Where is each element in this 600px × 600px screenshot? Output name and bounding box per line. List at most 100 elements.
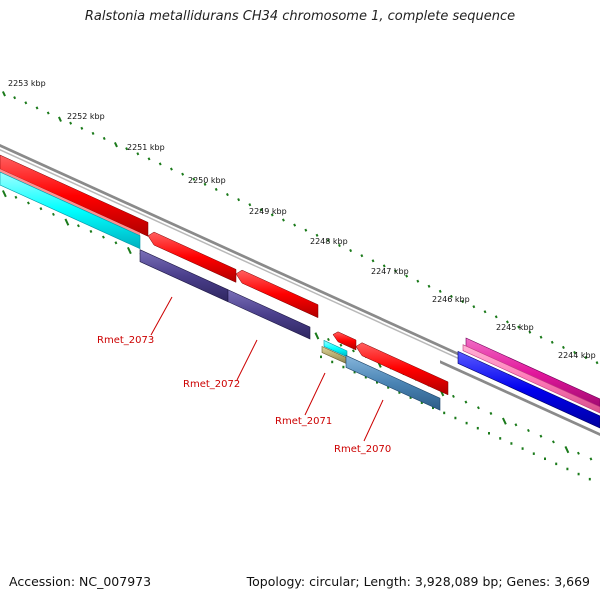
tick-label: 2252 kbp: [67, 112, 105, 121]
scale-tick: [14, 195, 18, 199]
scale-tick: [416, 279, 420, 283]
scale-tick: [450, 294, 453, 299]
scale-tick: [505, 320, 509, 324]
scale-tick: [489, 411, 493, 415]
scale-tick: [472, 305, 476, 309]
scale-tick: [353, 370, 356, 374]
scale-tick: [52, 212, 55, 216]
scale-tick: [573, 350, 577, 355]
leader-line: [236, 339, 258, 381]
scale-tick: [114, 142, 118, 148]
scale-tick: [270, 213, 274, 217]
scale-tick: [46, 111, 50, 115]
scale-tick: [181, 172, 185, 176]
backbone-line-upper: [0, 144, 600, 420]
scale-tick: [584, 356, 588, 360]
scale-tick: [438, 289, 442, 293]
scale-tick: [352, 349, 355, 353]
scale-tick: [577, 451, 580, 455]
scale-tick: [405, 274, 409, 278]
label-leader-lines: [150, 296, 384, 442]
scale-tick: [360, 254, 364, 258]
scale-tick: [452, 394, 455, 398]
backbone-line-highlight: [0, 149, 600, 424]
scale-tick: [282, 218, 285, 222]
scale-tick: [293, 223, 297, 227]
cds-block-pink: [462, 344, 600, 414]
scale-tick: [562, 345, 565, 349]
scale-tick: [526, 428, 530, 433]
scale-tick: [564, 446, 570, 454]
scale-tick: [550, 340, 554, 344]
scale-tick: [476, 426, 479, 430]
cds-block-magenta: [465, 337, 600, 409]
scale-tick: [476, 406, 480, 410]
scale-tick: [394, 269, 397, 273]
scale-tick: [342, 365, 345, 369]
scale-tick: [382, 264, 386, 268]
scale-tick: [566, 467, 569, 471]
scale-tick: [69, 121, 73, 125]
scale-tick: [203, 182, 207, 186]
scale-tick: [102, 136, 106, 141]
scale-tick: [226, 192, 229, 197]
tick-label: 2247 kbp: [371, 267, 409, 276]
scale-tick: [314, 332, 320, 340]
scale-tick: [502, 417, 507, 425]
scale-tick: [443, 411, 446, 415]
scale-tick: [77, 224, 80, 228]
scale-tick: [398, 391, 401, 394]
scale-tick: [349, 249, 353, 253]
scale-tick: [259, 208, 263, 212]
cog-block-steel: [345, 354, 441, 411]
scale-tick: [371, 259, 375, 263]
scale-tick: [464, 400, 468, 404]
summary-text: Topology: circular; Length: 3,928,089 bp…: [246, 574, 590, 589]
cds-block: [332, 331, 357, 351]
scale-tick: [499, 437, 502, 440]
scale-tick: [588, 477, 591, 481]
cog-block-purple: [227, 289, 311, 340]
feature-tracks: [0, 144, 600, 436]
tick-label: 2245 kbp: [496, 323, 534, 332]
scale-tick: [39, 207, 43, 211]
scale-tick: [192, 177, 196, 181]
leader-line: [363, 399, 384, 442]
scale-tick: [1, 190, 7, 198]
scale-tick: [483, 310, 487, 314]
cds-shadow: [0, 169, 140, 236]
rna-block: [0, 171, 141, 250]
scale-tick: [136, 152, 140, 156]
backbone-spacer: [0, 145, 600, 418]
scale-tick: [13, 96, 17, 100]
scale-tick: [555, 462, 558, 466]
scale-tick: [125, 147, 129, 151]
scale-tick: [364, 375, 367, 379]
scale-tick: [532, 452, 535, 455]
scale-tick: [488, 432, 490, 435]
scale-tick: [539, 335, 543, 339]
tick-label: 2250 kbp: [188, 176, 226, 185]
scale-tick: [510, 442, 513, 445]
gene-label: Rmet_2072: [183, 379, 240, 390]
scale-tick: [80, 126, 84, 130]
scale-tick: [589, 457, 593, 461]
scale-tick: [89, 229, 93, 233]
scale-tick: [26, 201, 30, 205]
scale-tick: [170, 167, 173, 171]
scale-tick: [454, 416, 457, 420]
scale-tick: [214, 187, 218, 191]
map-title: Ralstonia metallidurans CH34 chromosome …: [84, 9, 516, 24]
cog-block-blue: [457, 350, 600, 429]
tick-label: 2249 kbp: [249, 207, 287, 216]
tick-labels: 2253 kbp 2252 kbp 2251 kbp 2250 kbp 2249 kbp…: [8, 79, 596, 360]
backbone-spacer: [0, 186, 440, 387]
scale-tick: [320, 355, 322, 359]
scale-tick: [514, 423, 518, 427]
cds-block: [355, 342, 449, 396]
scale-tick: [237, 198, 241, 202]
leader-line: [150, 296, 173, 336]
scale-tick: [2, 91, 6, 97]
scale-tick: [58, 116, 62, 122]
